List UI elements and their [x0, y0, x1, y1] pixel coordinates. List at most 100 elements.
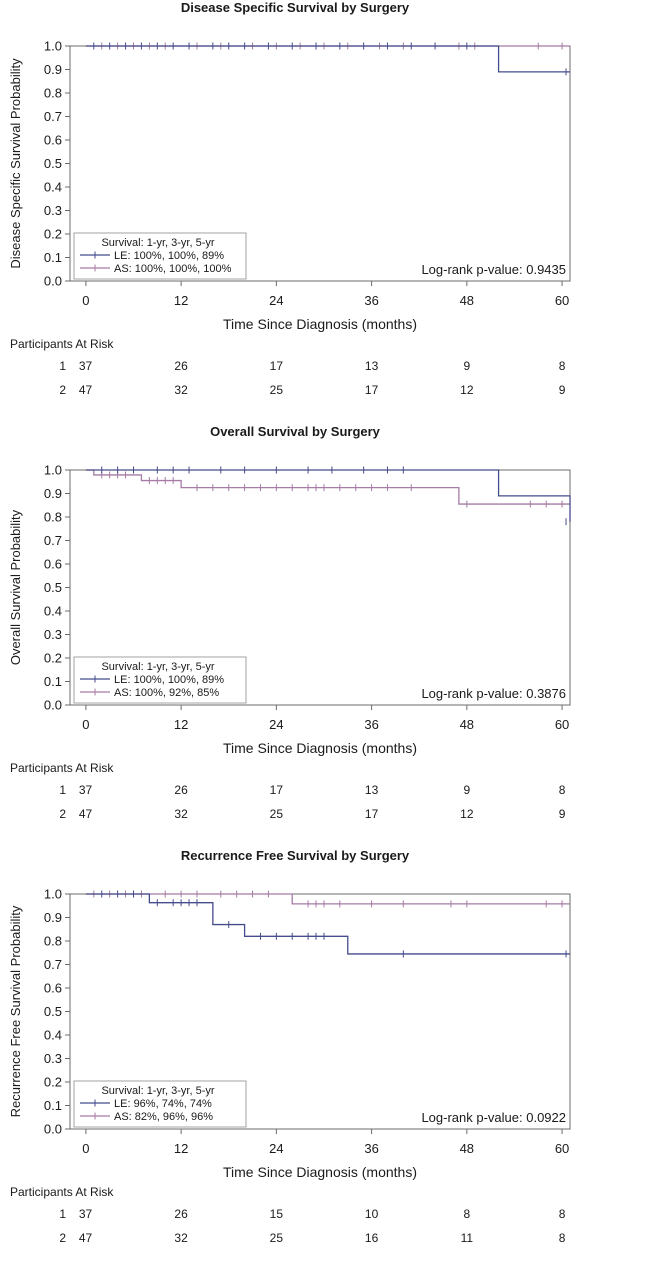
chart-title: Disease Specific Survival by Surgery [181, 0, 410, 15]
y-tick-label: 0.1 [44, 674, 62, 689]
y-tick-label: 1.0 [44, 39, 62, 54]
legend-title: Survival: 1-yr, 3-yr, 5-yr [101, 661, 214, 673]
pvalue-label: Log-rank p-value: 0.3876 [421, 686, 566, 701]
x-tick-label: 36 [364, 1141, 378, 1156]
risk-value: 9 [463, 783, 470, 797]
x-tick-label: 60 [555, 717, 569, 732]
x-axis-label: Time Since Diagnosis (months) [223, 740, 417, 756]
x-tick-label: 12 [174, 717, 188, 732]
risk-value: 25 [270, 807, 284, 821]
risk-table-header: Participants At Risk [10, 337, 114, 351]
y-tick-label: 0.2 [44, 651, 62, 666]
y-tick-label: 0.4 [44, 604, 62, 619]
x-tick-label: 12 [174, 293, 188, 308]
x-tick-label: 24 [269, 1141, 283, 1156]
risk-value: 47 [79, 1231, 93, 1245]
legend-box [73, 656, 247, 704]
risk-value: 9 [559, 807, 566, 821]
chart-title: Overall Survival by Surgery [210, 424, 381, 439]
chart-title: Recurrence Free Survival by Surgery [181, 848, 410, 863]
risk-value: 12 [460, 383, 474, 397]
y-tick-label: 0.0 [44, 698, 62, 713]
y-tick-label: 0.7 [44, 957, 62, 972]
risk-value: 25 [270, 383, 284, 397]
risk-value: 47 [79, 807, 93, 821]
y-tick-label: 0.5 [44, 156, 62, 171]
y-tick-label: 0.0 [44, 274, 62, 289]
risk-value: 17 [270, 783, 284, 797]
x-tick-label: 36 [364, 293, 378, 308]
series-line-as [85, 469, 570, 505]
risk-row-label: 1 [59, 1207, 66, 1221]
y-tick-label: 0.8 [44, 86, 62, 101]
risk-value: 17 [270, 359, 284, 373]
x-tick-label: 0 [82, 1141, 89, 1156]
y-tick-label: 0.9 [44, 486, 62, 501]
x-axis-label: Time Since Diagnosis (months) [223, 316, 417, 332]
risk-value: 32 [174, 1231, 188, 1245]
x-tick-label: 24 [269, 717, 283, 732]
risk-table-header: Participants At Risk [10, 761, 114, 775]
risk-value: 12 [460, 807, 474, 821]
risk-value: 37 [79, 359, 93, 373]
y-tick-label: 1.0 [44, 887, 62, 902]
risk-value: 32 [174, 807, 188, 821]
pvalue-label: Log-rank p-value: 0.9435 [421, 262, 566, 277]
risk-value: 8 [559, 359, 566, 373]
legend-box [73, 232, 247, 280]
x-tick-label: 48 [460, 717, 474, 732]
risk-value: 17 [365, 807, 379, 821]
risk-value: 26 [174, 783, 188, 797]
x-tick-label: 24 [269, 293, 283, 308]
risk-value: 8 [559, 1207, 566, 1221]
y-axis-label: Recurrence Free Survival Probability [8, 905, 23, 1117]
y-tick-label: 0.5 [44, 1004, 62, 1019]
legend-title: Survival: 1-yr, 3-yr, 5-yr [101, 1085, 214, 1097]
risk-row-label: 1 [59, 783, 66, 797]
y-tick-label: 1.0 [44, 463, 62, 478]
risk-value: 15 [270, 1207, 284, 1221]
series-line-as [85, 893, 570, 905]
y-tick-label: 0.2 [44, 227, 62, 242]
risk-row-label: 1 [59, 359, 66, 373]
x-tick-label: 48 [460, 293, 474, 308]
y-axis-label: Overall Survival Probability [8, 509, 23, 665]
y-tick-label: 0.8 [44, 934, 62, 949]
risk-value: 47 [79, 383, 93, 397]
risk-value: 8 [559, 783, 566, 797]
risk-row-label: 2 [59, 1231, 66, 1245]
risk-value: 26 [174, 359, 188, 373]
y-tick-label: 0.2 [44, 1075, 62, 1090]
series-line-le [85, 45, 570, 73]
risk-table-header: Participants At Risk [10, 1185, 114, 1199]
legend-entry: LE: 100%, 100%, 89% [114, 250, 224, 262]
risk-value: 10 [365, 1207, 379, 1221]
legend-box [73, 1080, 247, 1128]
risk-value: 17 [365, 383, 379, 397]
legend-title: Survival: 1-yr, 3-yr, 5-yr [101, 237, 214, 249]
series-line-le [85, 469, 571, 522]
risk-value: 9 [463, 359, 470, 373]
y-tick-label: 0.7 [44, 533, 62, 548]
legend-entry: LE: 100%, 100%, 89% [114, 674, 224, 686]
risk-value: 37 [79, 1207, 93, 1221]
risk-value: 32 [174, 383, 188, 397]
y-tick-label: 0.9 [44, 910, 62, 925]
x-tick-label: 0 [82, 717, 89, 732]
x-tick-label: 0 [82, 293, 89, 308]
y-tick-label: 0.7 [44, 109, 62, 124]
y-tick-label: 0.6 [44, 981, 62, 996]
risk-value: 13 [365, 783, 379, 797]
risk-value: 13 [365, 359, 379, 373]
risk-value: 25 [270, 1231, 284, 1245]
chart-panel-2: Overall Survival by Surgery 0.0 0.1 0.2 0.3 0… [8, 424, 571, 821]
y-tick-label: 0.6 [44, 133, 62, 148]
y-tick-label: 0.6 [44, 557, 62, 572]
risk-row-label: 2 [59, 807, 66, 821]
y-tick-label: 0.3 [44, 1051, 62, 1066]
y-tick-label: 0.3 [44, 203, 62, 218]
risk-value: 8 [559, 1231, 566, 1245]
risk-value: 26 [174, 1207, 188, 1221]
y-tick-label: 0.5 [44, 580, 62, 595]
